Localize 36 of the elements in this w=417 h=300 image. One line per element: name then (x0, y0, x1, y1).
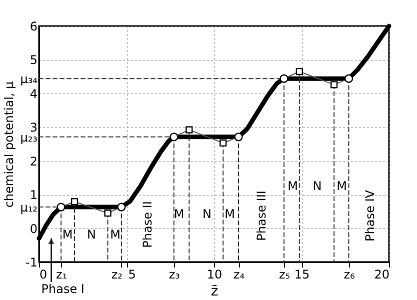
annotation: M (62, 228, 73, 242)
annotation: M (174, 206, 184, 221)
y-axis-title: chemical potential, μ (2, 80, 16, 208)
y-tick-label: μ₁₂ (20, 200, 38, 215)
y-tick-label: 6 (30, 20, 38, 34)
x-tick-label: z₁ (56, 268, 68, 282)
x-tick-label: 0 (40, 268, 48, 282)
annotation: Phase III (254, 190, 268, 241)
y-tick-label: -1 (26, 256, 38, 270)
x-axis-title: z̄ (210, 284, 218, 300)
text: Phase I (41, 282, 84, 296)
annotation: Phase IV (362, 189, 377, 242)
x-tick-label: z₄ (233, 268, 245, 282)
x-tick-label: z₃ (168, 268, 180, 282)
x-tick-label: 5 (128, 268, 136, 282)
x-tick-label: 10 (206, 268, 222, 282)
y-tick-label: 2 (30, 154, 38, 168)
annotation: M (288, 178, 298, 193)
annotation: N (87, 228, 96, 242)
y-tick-label: μ₃₄ (20, 72, 38, 86)
annotation: N (312, 178, 322, 193)
y-tick-label: 4 (30, 86, 38, 101)
y-tick-label: 3 (30, 120, 38, 135)
y-tick-label: 1 (30, 188, 38, 202)
x-tick-label: 20 (374, 268, 390, 282)
annotation: M (336, 178, 347, 193)
x-tick-label: z₆ (344, 268, 355, 282)
x-tick-label: z₅ (278, 268, 290, 282)
annotation: M (110, 228, 120, 242)
y-tick-label: 5 (30, 53, 38, 68)
x-tick-label: 15 (294, 268, 310, 282)
x-tick-label: z₂ (111, 268, 123, 282)
y-tick-label: 0 (30, 222, 38, 236)
annotation: M (224, 206, 235, 221)
annotation: Phase II (140, 201, 154, 248)
annotation: N (202, 206, 212, 221)
